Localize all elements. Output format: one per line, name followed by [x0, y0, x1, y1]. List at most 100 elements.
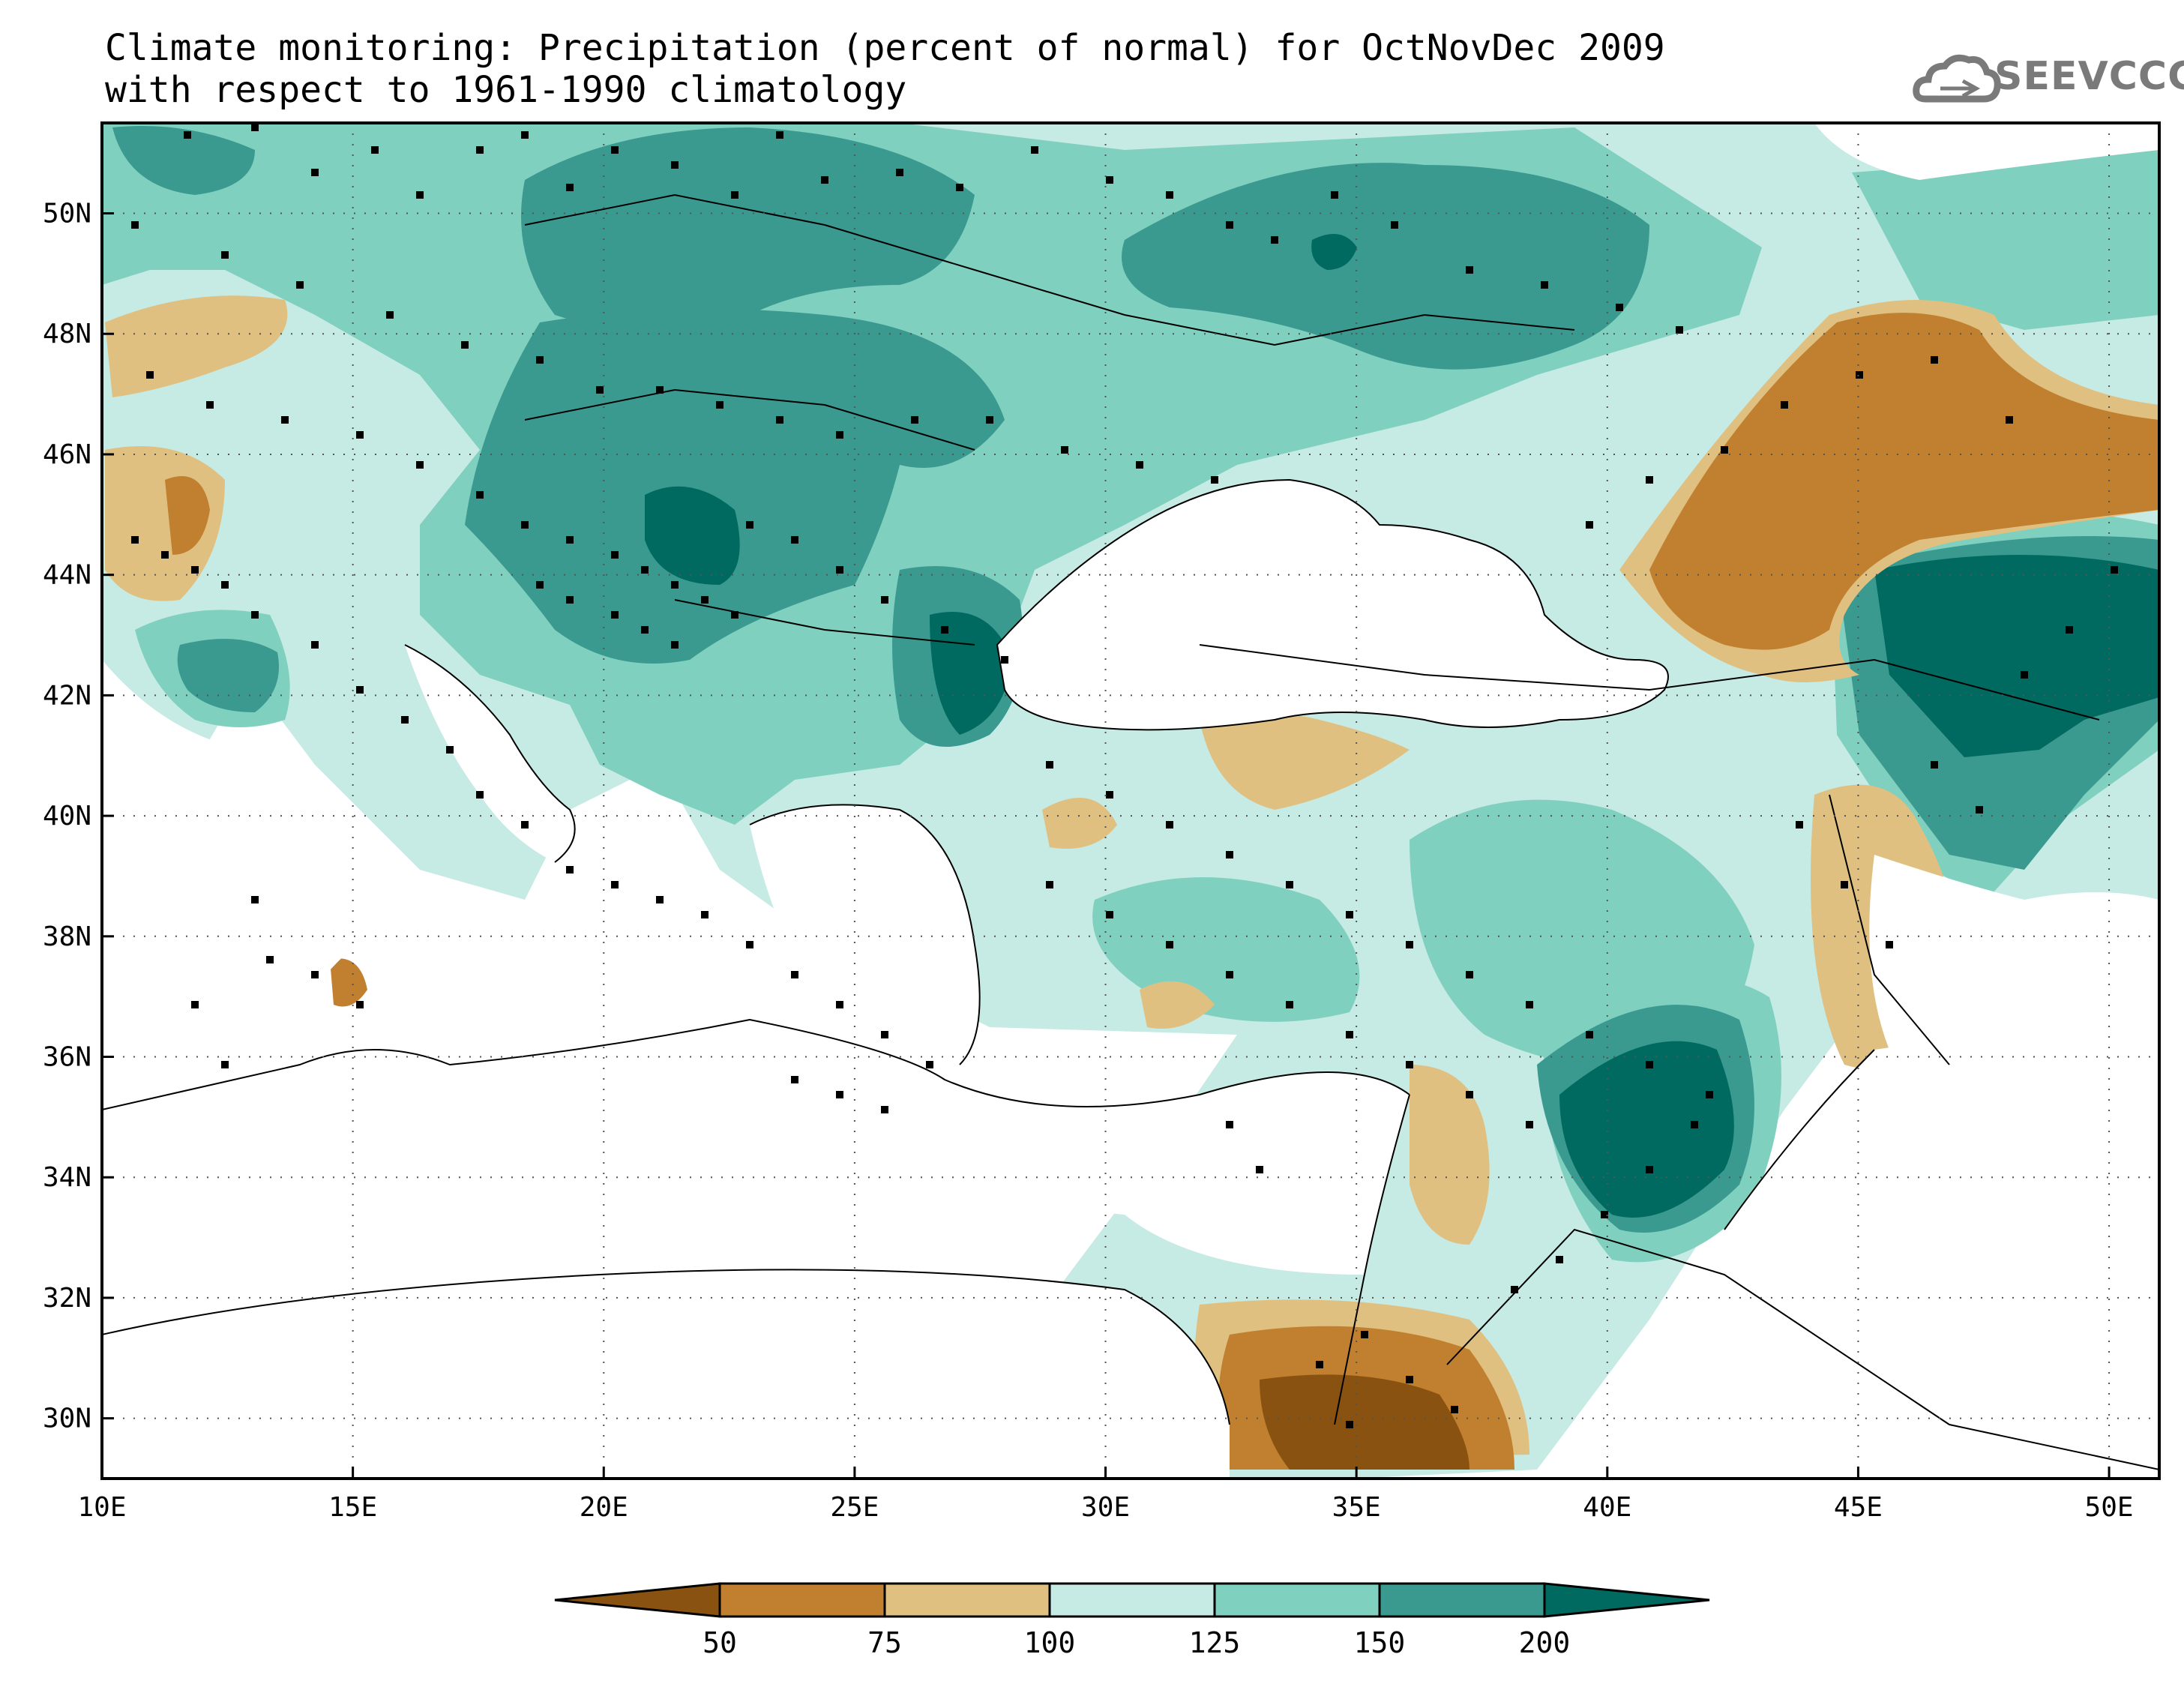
field-over-200: [1874, 555, 2159, 757]
station-marker: [1226, 221, 1233, 229]
north-africa: [102, 1269, 1230, 1479]
field-50-75: [165, 476, 210, 555]
station-marker: [1346, 1031, 1353, 1038]
lat-tick-label: 48N: [43, 319, 91, 349]
field-50-75: [1649, 313, 2159, 650]
station-marker: [1406, 1061, 1413, 1068]
station-marker: [836, 566, 843, 574]
station-marker: [191, 1001, 199, 1008]
station-marker: [184, 131, 191, 139]
station-marker: [1226, 1121, 1233, 1128]
station-marker: [1526, 1121, 1533, 1128]
station-marker: [131, 536, 139, 544]
station-marker: [566, 866, 574, 873]
station-marker: [641, 566, 649, 574]
tyrrhenian-sea: [102, 660, 402, 1080]
station-marker: [1931, 761, 1938, 769]
station-marker: [941, 626, 948, 634]
lat-tick-label: 36N: [43, 1042, 91, 1073]
station-marker: [2066, 626, 2073, 634]
field-150-200: [177, 639, 279, 712]
station-marker: [1346, 911, 1353, 918]
field-75-100: [1042, 798, 1117, 849]
lat-tick-label: 30N: [43, 1404, 91, 1434]
station-marker: [2111, 566, 2118, 574]
cloud-icon: [1913, 54, 2001, 103]
station-marker: [1316, 1361, 1323, 1368]
lon-tick-label: 45E: [1834, 1492, 1883, 1523]
station-marker: [131, 221, 139, 229]
station-marker: [476, 491, 484, 499]
field-75-100: [1200, 712, 1410, 810]
station-marker: [791, 1076, 798, 1083]
station-marker: [386, 311, 394, 319]
station-marker: [836, 431, 843, 439]
station-marker: [1676, 326, 1683, 334]
station-marker: [1166, 821, 1173, 829]
station-marker: [701, 596, 709, 604]
station-marker: [656, 386, 664, 394]
station-marker: [1466, 1091, 1473, 1098]
map-title-line-2: with respect to 1961-1990 climatology: [105, 69, 907, 111]
lon-tick-label: 40E: [1583, 1492, 1631, 1523]
legend-swatch: [718, 1582, 886, 1618]
station-marker: [1361, 1331, 1368, 1338]
caspian-region: [1869, 855, 2159, 1050]
field-125-150: [1852, 150, 2159, 330]
station-marker: [446, 746, 454, 754]
station-marker: [416, 191, 424, 199]
station-marker: [1046, 881, 1053, 888]
lat-tick-label: 34N: [43, 1162, 91, 1193]
station-marker: [1061, 446, 1068, 454]
station-marker: [611, 611, 619, 619]
station-marker: [1706, 1091, 1713, 1098]
station-marker: [1856, 371, 1863, 379]
station-marker: [371, 146, 379, 154]
station-marker: [476, 146, 484, 154]
logo-text: SEEVCCC: [1994, 54, 2184, 99]
station-marker: [1601, 1211, 1608, 1218]
station-marker: [1541, 281, 1548, 289]
lat-tick-label: 38N: [43, 921, 91, 952]
station-marker: [221, 1061, 229, 1068]
station-marker: [1391, 221, 1398, 229]
station-marker: [1331, 191, 1338, 199]
station-marker: [296, 281, 304, 289]
station-marker: [1781, 401, 1788, 409]
field-50-75: [330, 958, 367, 1007]
legend-arrow-low: [554, 1582, 721, 1618]
station-marker: [731, 611, 738, 619]
mediterranean-sea: [102, 1020, 1410, 1335]
station-marker: [2021, 671, 2028, 679]
station-marker: [1226, 971, 1233, 978]
station-marker: [1721, 446, 1728, 454]
lat-tick-label: 50N: [43, 199, 91, 229]
station-marker: [206, 401, 214, 409]
station-marker: [356, 1001, 364, 1008]
station-marker: [821, 176, 828, 184]
north-east-corner: [1814, 123, 2159, 180]
lon-tick-label: 20E: [580, 1492, 628, 1523]
station-marker: [416, 461, 424, 469]
lat-tick-label: 46N: [43, 439, 91, 470]
station-marker: [311, 169, 319, 176]
station-marker: [221, 251, 229, 259]
field-150-200: [112, 126, 255, 195]
station-marker: [1001, 656, 1008, 664]
station-marker: [1166, 191, 1173, 199]
station-marker: [1031, 146, 1038, 154]
map-title-line-1: Climate monitoring: Precipitation (perce…: [105, 27, 1665, 69]
station-marker: [926, 1061, 933, 1068]
station-marker: [641, 626, 649, 634]
field-150-200: [465, 309, 1005, 664]
legend-label: 50: [703, 1626, 737, 1659]
station-marker: [311, 641, 319, 649]
station-marker: [251, 124, 259, 131]
station-marker: [836, 1001, 843, 1008]
map-field: [102, 123, 2159, 1479]
station-marker: [251, 896, 259, 903]
station-marker: [1211, 476, 1218, 484]
station-marker: [1616, 304, 1623, 311]
station-marker: [881, 1106, 888, 1113]
field-150-200: [521, 127, 975, 330]
